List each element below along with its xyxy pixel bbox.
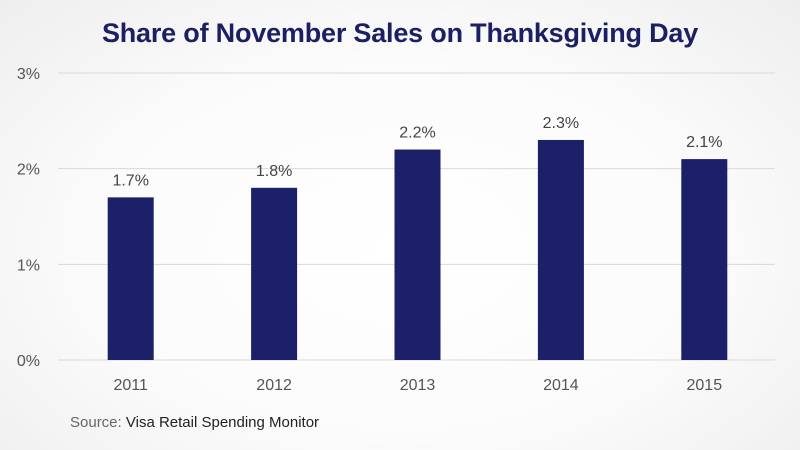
y-tick-label: 2%: [17, 162, 40, 179]
x-tick-label: 2014: [543, 377, 579, 394]
source-text: Visa Retail Spending Monitor: [125, 414, 320, 431]
x-tick-label: 2011: [113, 377, 148, 394]
y-tick-label: 3%: [17, 66, 40, 83]
x-tick-label: 2015: [687, 377, 723, 394]
bar: [107, 197, 154, 360]
x-tick-label: 2012: [256, 377, 292, 394]
bar: [251, 187, 298, 360]
data-label: 2.3%: [543, 115, 579, 132]
y-tick-label: 1%: [17, 257, 40, 274]
chart-title: Share of November Sales on Thanksgiving …: [101, 18, 699, 48]
x-tick-label: 2013: [400, 377, 436, 394]
source-label: Source:: [70, 414, 122, 431]
data-label: 2.2%: [399, 125, 435, 142]
bar: [537, 139, 584, 360]
bar: [394, 149, 441, 360]
data-label: 1.8%: [256, 163, 292, 180]
data-label: 2.1%: [686, 134, 722, 151]
source-note: Source: Visa Retail Spending Monitor: [70, 414, 319, 431]
bar: [681, 159, 728, 360]
y-tick-label: 0%: [17, 353, 40, 370]
data-label: 1.7%: [112, 172, 148, 189]
